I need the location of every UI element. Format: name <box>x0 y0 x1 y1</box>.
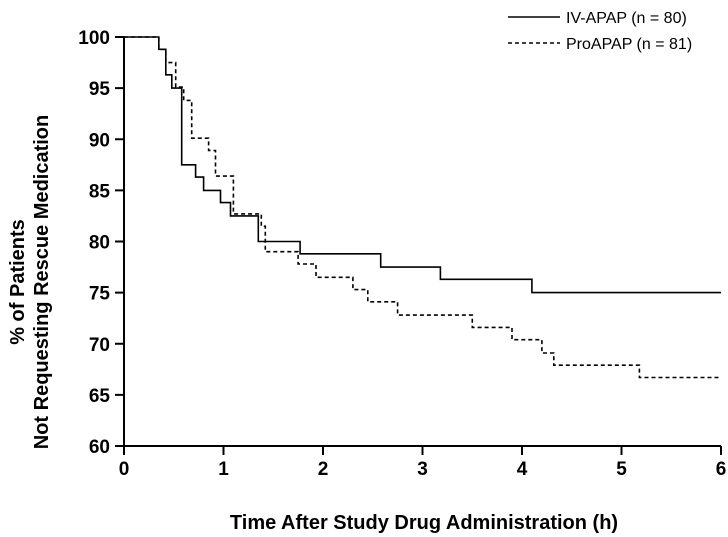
series-line-2 <box>124 36 721 379</box>
y-tick-label: 75 <box>89 284 111 305</box>
legend: IV-APAP (n = 80) ProAPAP (n = 81) <box>508 10 692 53</box>
x-tick-label: 2 <box>318 459 329 480</box>
legend-label-1: IV-APAP (n = 80) <box>566 10 687 27</box>
y-tick-label: 80 <box>89 233 110 254</box>
y-axis-title-line-1: % of Patients <box>7 219 29 345</box>
series-line-1 <box>124 36 721 294</box>
x-tick-label: 1 <box>218 459 229 480</box>
x-tick-label: 4 <box>517 459 528 480</box>
x-tick-label: 0 <box>119 459 130 480</box>
y-tick-label: 70 <box>89 335 110 356</box>
y-tick-label: 100 <box>78 28 110 49</box>
axes: 60 65 70 75 80 85 90 95 100 0 1 2 3 4 5 6 <box>78 28 726 480</box>
x-axis-title: Time After Study Drug Administration (h) <box>230 512 618 534</box>
y-axis-title: % of Patients Not Requesting Rescue Medi… <box>7 115 53 450</box>
series-layer <box>124 36 721 379</box>
y-axis-title-line-2: Not Requesting Rescue Medication <box>31 115 53 450</box>
y-tick-label: 65 <box>89 386 111 407</box>
y-tick-label: 85 <box>89 181 111 202</box>
y-tick-label: 95 <box>89 79 111 100</box>
y-tick-label: 90 <box>89 130 110 151</box>
y-tick-label: 60 <box>89 437 110 458</box>
x-tick-label: 6 <box>716 459 727 480</box>
x-tick-label: 5 <box>616 459 627 480</box>
legend-label-2: ProAPAP (n = 81) <box>566 36 692 53</box>
x-tick-label: 3 <box>417 459 428 480</box>
